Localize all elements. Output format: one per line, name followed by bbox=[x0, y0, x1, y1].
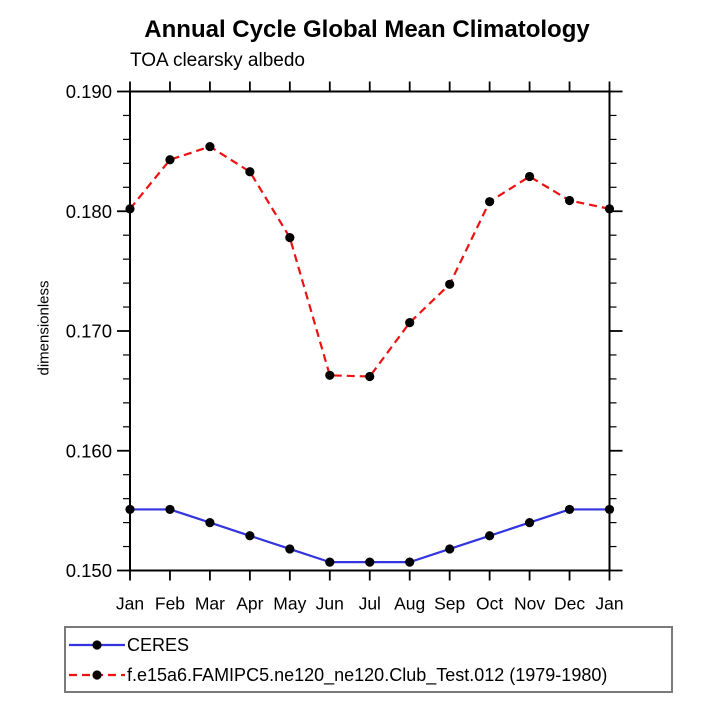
legend-label-ceres: CERES bbox=[127, 634, 190, 655]
x-tick-label: Jan bbox=[595, 594, 623, 614]
data-point bbox=[325, 557, 335, 567]
chart-canvas: 0.150 0.160 0.170 0.180 0.190 Jan Feb Mar Apr May… bbox=[66, 81, 624, 614]
data-point bbox=[125, 504, 135, 515]
x-tick-label: Mar bbox=[195, 594, 225, 614]
data-point bbox=[125, 204, 135, 214]
legend-marker-dot-icon bbox=[92, 639, 102, 650]
x-tick-label: Jan bbox=[116, 594, 144, 614]
data-point bbox=[165, 155, 175, 165]
legend-marker-dot-icon bbox=[92, 669, 102, 680]
data-point bbox=[205, 141, 215, 152]
data-point bbox=[604, 504, 615, 515]
data-point bbox=[564, 504, 575, 515]
x-tick-label: Dec bbox=[554, 594, 585, 614]
data-point bbox=[365, 371, 375, 382]
data-point bbox=[405, 318, 415, 328]
data-point bbox=[205, 518, 215, 528]
data-point bbox=[325, 370, 335, 380]
y-tick-label: 0.160 bbox=[66, 440, 112, 461]
data-point bbox=[604, 204, 615, 214]
y-tick-label: 0.180 bbox=[66, 201, 112, 222]
data-point bbox=[285, 544, 295, 554]
chart-subtitle: TOA clearsky albedo bbox=[130, 50, 305, 71]
data-point bbox=[365, 557, 375, 567]
y-tick-label: 0.190 bbox=[66, 81, 112, 102]
series-line-0 bbox=[130, 508, 610, 564]
data-point bbox=[285, 232, 295, 243]
data-point bbox=[245, 167, 255, 177]
data-point bbox=[445, 279, 455, 289]
legend-item-model: f.e15a6.FAMIPC5.ne120_ne120.Club_Test.01… bbox=[69, 660, 671, 690]
x-tick-label: Aug bbox=[394, 594, 425, 614]
y-tick-label: 0.150 bbox=[66, 560, 112, 581]
data-point bbox=[405, 557, 415, 567]
ceres-line-sample-icon bbox=[69, 639, 125, 650]
x-tick-label: Oct bbox=[476, 594, 503, 614]
legend-box: CERES f.e15a6.FAMIPC5.ne120_ne120.Club_T… bbox=[64, 626, 673, 693]
model-line-sample-icon bbox=[69, 669, 125, 680]
series-line-1 bbox=[129, 145, 610, 378]
data-point bbox=[165, 504, 175, 515]
data-point bbox=[245, 531, 255, 541]
x-tick-label: Nov bbox=[514, 594, 545, 614]
x-tick-label: May bbox=[273, 594, 306, 614]
x-tick-label: Feb bbox=[155, 594, 185, 614]
x-tick-label: Jul bbox=[359, 594, 381, 614]
x-tick-label: Jun bbox=[316, 594, 344, 614]
x-tick-label: Sep bbox=[434, 594, 465, 614]
x-tick-label: Apr bbox=[236, 594, 263, 614]
chart-title: Annual Cycle Global Mean Climatology bbox=[144, 16, 590, 43]
data-point bbox=[485, 531, 495, 541]
data-point bbox=[485, 197, 495, 207]
legend-item-ceres: CERES bbox=[69, 630, 671, 660]
y-tick-label: 0.170 bbox=[66, 321, 112, 342]
legend-label-model: f.e15a6.FAMIPC5.ne120_ne120.Club_Test.01… bbox=[127, 664, 608, 685]
data-point bbox=[524, 171, 535, 182]
data-point bbox=[445, 544, 455, 554]
data-point bbox=[524, 518, 535, 528]
plot-frame bbox=[129, 90, 611, 572]
data-point bbox=[564, 195, 575, 206]
